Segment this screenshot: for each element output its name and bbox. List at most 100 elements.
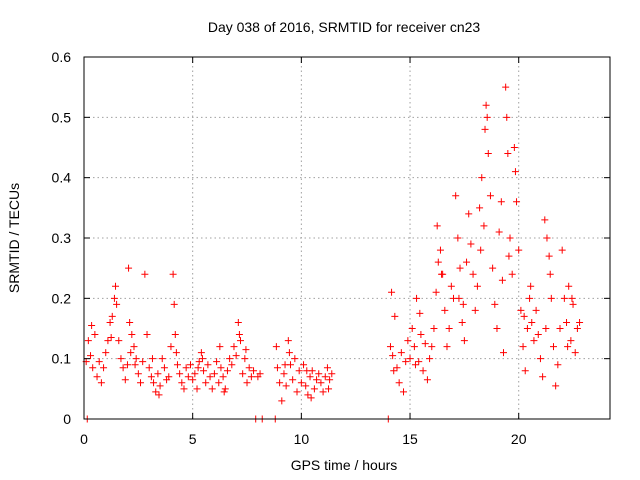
data-point — [158, 355, 166, 363]
data-point — [223, 367, 231, 375]
data-point — [567, 337, 575, 345]
data-point — [400, 388, 408, 396]
y-tick-label: 0.3 — [52, 230, 72, 246]
data-point — [102, 349, 110, 357]
data-point — [565, 282, 573, 290]
grid-layer — [84, 57, 610, 419]
data-point — [441, 306, 449, 314]
data-point — [519, 343, 527, 351]
data-point — [143, 331, 151, 339]
data-point — [447, 282, 455, 290]
data-point — [217, 364, 225, 372]
data-point — [191, 370, 199, 378]
data-point — [220, 388, 228, 396]
data-point — [303, 367, 311, 375]
data-point — [391, 312, 399, 320]
data-point — [445, 325, 453, 332]
data-point — [193, 385, 201, 393]
data-point — [569, 300, 577, 308]
data-point — [91, 331, 99, 339]
data-point — [511, 168, 519, 176]
data-point — [84, 337, 92, 345]
data-point — [428, 343, 436, 351]
data-point — [107, 334, 115, 342]
data-point — [216, 343, 224, 351]
data-point — [204, 361, 212, 369]
data-point — [235, 331, 243, 339]
data-point — [184, 373, 192, 381]
data-point — [536, 355, 544, 363]
data-point — [481, 125, 489, 133]
data-point — [210, 370, 218, 378]
y-tick-label: 0.1 — [52, 351, 72, 367]
data-point — [452, 192, 460, 200]
data-point — [87, 352, 95, 360]
data-point — [469, 270, 477, 278]
data-point — [456, 264, 464, 272]
data-point — [156, 382, 164, 390]
data-point — [215, 379, 223, 387]
data-point — [150, 379, 158, 387]
data-point — [527, 282, 535, 290]
x-tick-label: 0 — [80, 431, 88, 447]
data-point — [473, 282, 481, 290]
data-point — [434, 258, 442, 266]
data-point — [477, 246, 485, 254]
data-point — [285, 349, 293, 357]
data-point — [510, 144, 518, 151]
data-point — [169, 270, 177, 278]
data-point — [558, 246, 566, 254]
data-point — [206, 373, 214, 381]
data-point — [247, 373, 255, 381]
data-point — [483, 113, 491, 121]
data-point — [546, 270, 554, 278]
data-point — [504, 150, 512, 158]
data-point — [110, 294, 118, 302]
x-tick-label: 15 — [402, 431, 418, 447]
data-point — [219, 373, 227, 381]
data-point — [160, 364, 168, 372]
data-point — [568, 294, 576, 302]
y-tick-label: 0.4 — [52, 170, 72, 186]
data-point — [293, 388, 301, 396]
data-point — [272, 343, 280, 351]
data-point — [108, 312, 116, 320]
data-point — [413, 294, 421, 302]
data-point — [503, 113, 511, 121]
data-point — [113, 300, 121, 308]
data-point — [170, 300, 178, 308]
data-point — [543, 234, 551, 242]
data-point — [230, 343, 238, 351]
data-point — [325, 385, 333, 393]
data-point — [556, 325, 564, 332]
data-point — [560, 294, 568, 302]
data-point — [228, 361, 236, 369]
data-point — [386, 343, 394, 351]
data-point — [326, 376, 334, 384]
data-point — [291, 355, 299, 363]
data-point — [284, 337, 292, 345]
data-point — [134, 370, 142, 378]
data-point — [97, 379, 105, 387]
y-tick-label: 0 — [63, 411, 71, 427]
data-point — [242, 346, 250, 354]
data-point — [563, 318, 571, 326]
data-point — [145, 364, 153, 372]
data-point — [564, 343, 572, 351]
data-point — [499, 349, 507, 357]
data-point — [197, 349, 205, 357]
data-point — [498, 276, 506, 284]
x-axis-label: GPS time / hours — [291, 457, 398, 473]
data-point — [106, 318, 114, 326]
x-tick-label: 5 — [189, 431, 197, 447]
data-point — [523, 325, 531, 332]
data-point — [528, 318, 536, 326]
data-point — [426, 355, 434, 363]
data-point — [125, 264, 133, 272]
data-point — [93, 373, 101, 381]
data-point — [549, 343, 557, 351]
data-point — [408, 325, 416, 332]
data-point — [406, 355, 414, 363]
data-point — [306, 373, 314, 381]
